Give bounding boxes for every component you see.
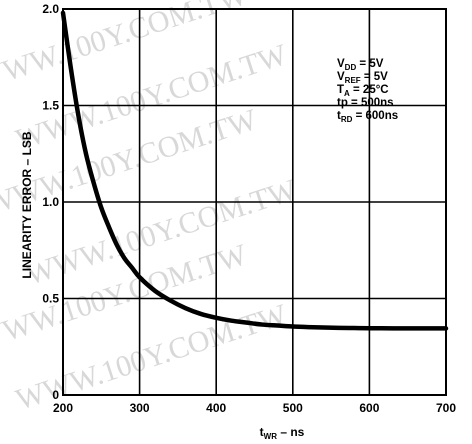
plot-frame bbox=[62, 8, 447, 396]
condition-line: VREF = 5V bbox=[337, 71, 388, 85]
y-tick-label: 1.5 bbox=[42, 99, 59, 113]
condition-line: tp = 500ns bbox=[337, 97, 394, 109]
grid-lines bbox=[62, 8, 447, 396]
condition-line: VDD = 5V bbox=[337, 58, 384, 72]
y-axis-ticks: 0 0.5 1.0 1.5 2.0 bbox=[42, 2, 59, 402]
x-tick-label: 700 bbox=[436, 401, 456, 415]
series-line bbox=[60, 10, 449, 331]
x-tick-label: 300 bbox=[130, 401, 150, 415]
x-axis-label: tWR – ns bbox=[260, 425, 305, 441]
x-tick-label: 400 bbox=[206, 401, 226, 415]
x-tick-label: 600 bbox=[359, 401, 379, 415]
x-tick-label: 500 bbox=[283, 401, 303, 415]
y-axis-label: LINEARITY ERROR – LSB bbox=[20, 131, 34, 278]
condition-line: TA = 25°C bbox=[337, 84, 389, 98]
y-tick-label: 0.5 bbox=[42, 292, 59, 306]
condition-line: tRD = 600ns bbox=[337, 110, 398, 124]
y-tick-label: 2.0 bbox=[42, 2, 59, 16]
x-axis-ticks: 200 300 400 500 600 700 bbox=[53, 401, 456, 415]
y-tick-label: 1.0 bbox=[42, 195, 59, 209]
y-tick-label: 0 bbox=[52, 388, 59, 402]
x-tick-label: 200 bbox=[53, 401, 73, 415]
